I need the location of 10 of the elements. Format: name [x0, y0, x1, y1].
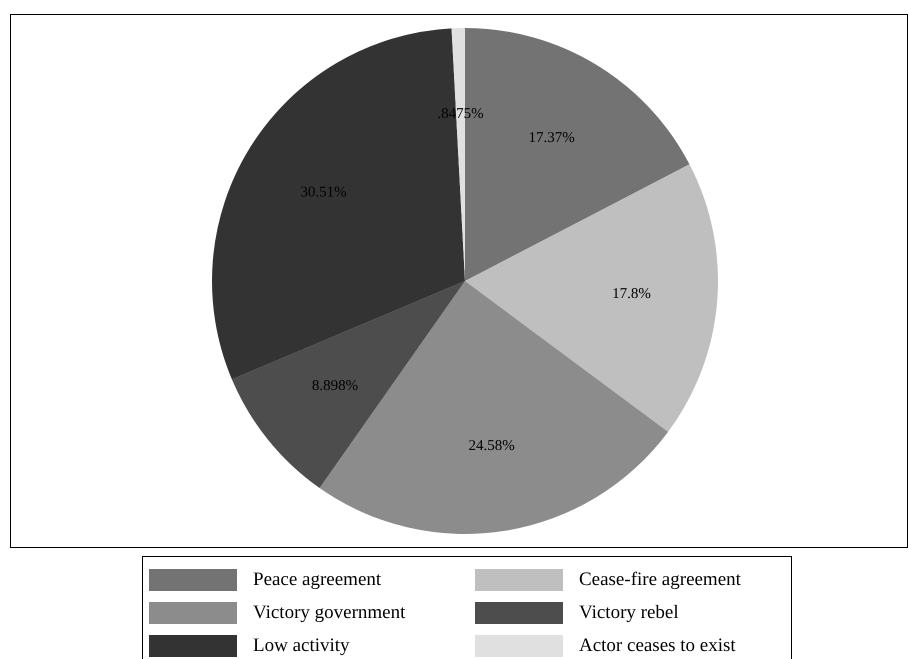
legend-label: Peace agreement [253, 568, 382, 590]
legend-label: Cease-fire agreement [579, 568, 741, 590]
legend-label: Low activity [253, 634, 350, 656]
legend-label: Victory rebel [579, 602, 679, 624]
data-label: 17.8% [612, 286, 651, 302]
data-label: 24.58% [468, 438, 515, 454]
legend-label: Victory government [253, 602, 406, 624]
data-label: 8.898% [312, 378, 358, 394]
data-label: 17.37% [528, 130, 575, 146]
legend-label: Actor ceases to exist [579, 634, 736, 656]
